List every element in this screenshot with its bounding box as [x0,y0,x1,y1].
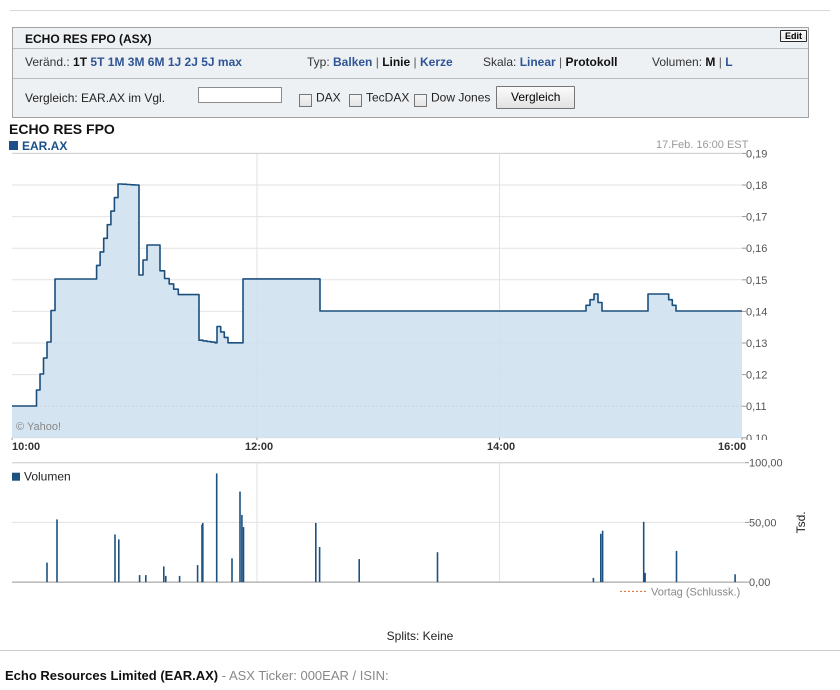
svg-text:Vortag (Schlussk.): Vortag (Schlussk.) [651,586,740,598]
svg-text:0,00: 0,00 [749,577,770,589]
svg-text:0,15: 0,15 [746,275,767,287]
svg-text:0,18: 0,18 [746,180,767,192]
svg-text:50,00: 50,00 [749,517,777,529]
svg-text:0,19: 0,19 [746,150,767,160]
svg-text:0,12: 0,12 [746,370,767,382]
svg-text:Volumen: Volumen [24,470,71,484]
svg-text:© Yahoo!: © Yahoo! [16,421,61,433]
svg-text:100,00: 100,00 [749,458,783,470]
svg-text:0,17: 0,17 [746,212,767,224]
svg-text:0,10: 0,10 [746,433,767,440]
svg-text:0,16: 0,16 [746,243,767,255]
svg-text:0,14: 0,14 [746,306,767,318]
svg-text:0,11: 0,11 [746,401,767,413]
svg-text:0,13: 0,13 [746,338,767,350]
svg-text:Tsd.: Tsd. [794,511,808,533]
